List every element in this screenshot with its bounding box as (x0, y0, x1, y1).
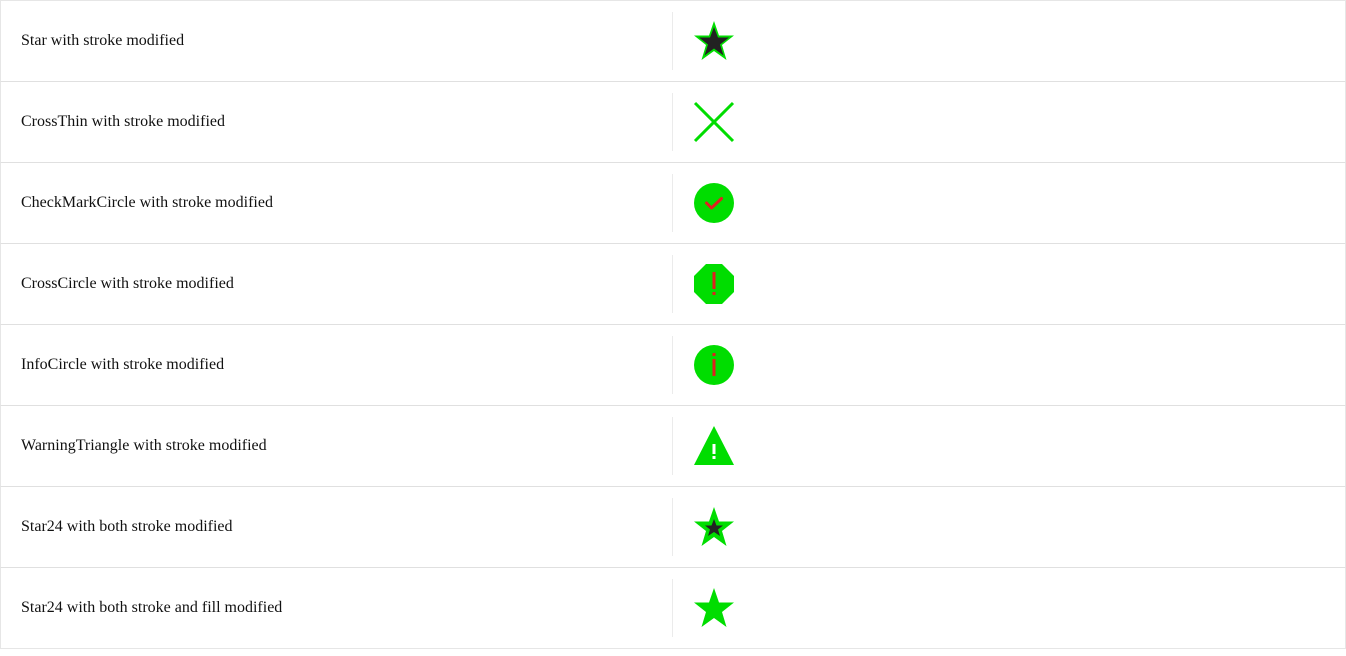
star24-filled-icon (694, 588, 734, 627)
row-label: Star24 with both stroke modified (1, 498, 673, 556)
row-label: Star24 with both stroke and fill modifie… (1, 579, 673, 637)
icon-cell (673, 417, 1345, 475)
table-row: Star24 with both stroke and fill modifie… (0, 567, 1346, 649)
star-icon (694, 21, 734, 60)
row-label: Star with stroke modified (1, 12, 673, 70)
icon-cell (673, 579, 1345, 637)
warning-triangle-icon (694, 426, 734, 465)
check-mark-circle-icon (694, 183, 734, 223)
table-row: InfoCircle with stroke modified (0, 324, 1346, 406)
table-row: CrossCircle with stroke modified (0, 243, 1346, 325)
icon-cell (673, 12, 1345, 70)
row-label: CrossCircle with stroke modified (1, 255, 673, 313)
icon-cell (673, 336, 1345, 394)
cross-circle-icon (694, 264, 734, 304)
row-label: CrossThin with stroke modified (1, 93, 673, 151)
table-row: Star24 with both stroke modified (0, 486, 1346, 568)
info-circle-icon (694, 345, 734, 385)
table-row: WarningTriangle with stroke modified (0, 405, 1346, 487)
table-row: Star with stroke modified (0, 0, 1346, 82)
icon-cell (673, 174, 1345, 232)
row-label: InfoCircle with stroke modified (1, 336, 673, 394)
row-label: WarningTriangle with stroke modified (1, 417, 673, 475)
row-label: CheckMarkCircle with stroke modified (1, 174, 673, 232)
icon-cell (673, 93, 1345, 151)
icon-cell (673, 498, 1345, 556)
table-row: CrossThin with stroke modified (0, 81, 1346, 163)
cross-thin-icon (693, 101, 735, 143)
star24-icon (694, 507, 734, 546)
table-row: CheckMarkCircle with stroke modified (0, 162, 1346, 244)
icon-cell (673, 255, 1345, 313)
